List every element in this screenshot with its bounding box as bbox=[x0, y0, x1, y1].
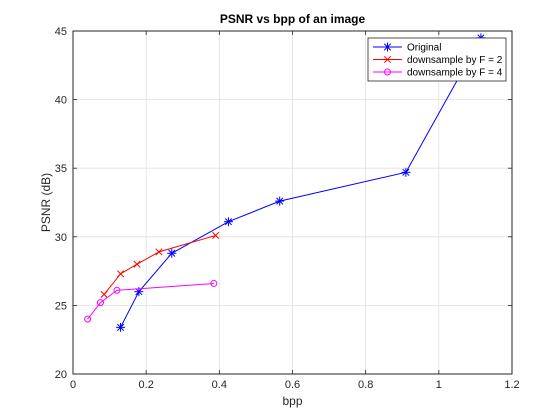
series-2-point bbox=[155, 248, 163, 256]
y-tick-label: 20 bbox=[55, 369, 67, 381]
y-axis-title: PSNR (dB) bbox=[39, 173, 53, 232]
series-1-point bbox=[275, 196, 285, 206]
legend-label-2: downsample by F = 2 bbox=[407, 55, 503, 66]
x-tick-label: 0.6 bbox=[285, 379, 300, 391]
legend-label-1: Original bbox=[407, 43, 441, 54]
legend-marker-2 bbox=[383, 55, 392, 64]
chart-title: PSNR vs bpp of an image bbox=[220, 12, 366, 26]
series-2-point bbox=[133, 260, 141, 268]
axis-ticks: 0 0.2 0.4 0.6 0.8 1 1.2 20 25 30 35 40 45 bbox=[55, 26, 520, 391]
series-2-point bbox=[212, 231, 220, 239]
x-tick-label: 0 bbox=[70, 379, 76, 391]
x-tick-label: 0.8 bbox=[358, 379, 373, 391]
series-2-point bbox=[117, 270, 125, 278]
legend-label-3: downsample by F = 4 bbox=[407, 68, 503, 79]
y-tick-label: 25 bbox=[55, 300, 67, 312]
x-tick-label: 0.4 bbox=[212, 379, 227, 391]
y-tick-label: 35 bbox=[55, 163, 67, 175]
x-axis-title: bpp bbox=[282, 394, 302, 408]
x-tick-label: 0.2 bbox=[139, 379, 154, 391]
series-1-point bbox=[116, 322, 126, 332]
series-3-point bbox=[210, 279, 218, 287]
series-line-3 bbox=[87, 282, 214, 320]
series-3-point bbox=[84, 315, 92, 323]
series-1-point bbox=[401, 167, 411, 177]
series-1-point bbox=[223, 217, 233, 227]
x-tick-label: 1 bbox=[436, 379, 442, 391]
legend-marker-3 bbox=[384, 68, 391, 76]
y-tick-label: 30 bbox=[55, 232, 67, 244]
y-tick-label: 40 bbox=[55, 95, 67, 107]
series-2-point bbox=[100, 290, 108, 298]
series-1-point bbox=[167, 248, 177, 258]
x-tick-label: 1.2 bbox=[504, 379, 519, 391]
legend-marker-1 bbox=[383, 42, 392, 52]
series-3-point bbox=[113, 286, 121, 294]
series-3-point bbox=[96, 299, 104, 307]
y-tick-label: 45 bbox=[55, 26, 67, 38]
